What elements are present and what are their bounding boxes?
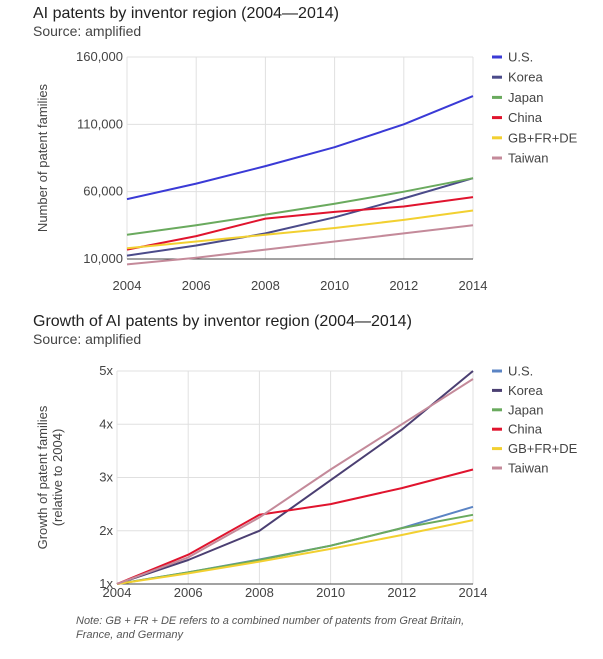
x-axis-ticks: 2004 2006 2008 2010 2012 2014	[103, 585, 488, 600]
y-tick-label: 2x	[99, 523, 113, 538]
y-axis-title-line: (relative to 2004)	[50, 429, 65, 527]
x-tick-label: 2010	[320, 278, 349, 293]
legend: U.S. Korea Japan China GB+FR+DE Taiwan	[492, 364, 578, 476]
x-tick-label: 2012	[387, 585, 416, 600]
series-line	[126, 196, 474, 251]
legend-label: U.S.	[508, 364, 533, 379]
x-tick-label: 2014	[459, 278, 488, 293]
x-tick-label: 2014	[459, 585, 488, 600]
legend-label: Korea	[508, 70, 543, 85]
legend-label: U.S.	[508, 50, 533, 65]
y-axis-title-line: Growth of patent families	[35, 405, 50, 549]
legend-label: Taiwan	[508, 151, 548, 166]
y-tick-label: 10,000	[83, 251, 123, 266]
series-line	[116, 378, 474, 585]
grid	[126, 56, 474, 260]
y-tick-label: 110,000	[77, 116, 123, 131]
series-line	[126, 224, 474, 266]
y-tick-label: 5x	[99, 363, 113, 378]
x-tick-label: 2012	[389, 278, 418, 293]
legend-label: Taiwan	[508, 461, 548, 476]
legend-label: Korea	[508, 383, 543, 398]
y-axis-title: Number of patent families	[35, 83, 50, 232]
x-axis-ticks: 2004 2006 2008 2010 2012 2014	[113, 278, 488, 293]
series-line	[116, 505, 474, 585]
y-tick-label: 1x	[99, 576, 113, 591]
footnote-line-2: France, and Germany	[76, 629, 184, 641]
y-tick-label: 160,000	[76, 49, 123, 64]
y-tick-label: 3x	[99, 470, 113, 485]
y-axis-ticks: 1x 2x 3x 4x 5x	[99, 363, 113, 591]
chart-title: AI patents by inventor region (2004—2014…	[33, 5, 339, 22]
y-tick-label: 60,000	[83, 184, 123, 199]
legend-label: China	[508, 110, 543, 125]
series-lines	[116, 370, 474, 585]
legend-label: Japan	[508, 90, 543, 105]
legend-label: China	[508, 422, 543, 437]
series-lines	[126, 95, 474, 266]
y-axis-title: Growth of patent families (relative to 20…	[35, 405, 65, 549]
chart-title: Growth of AI patents by inventor region …	[33, 313, 412, 330]
x-tick-label: 2006	[174, 585, 203, 600]
y-axis-title-line: Number of patent families	[35, 83, 50, 232]
grid	[116, 370, 474, 585]
chart-subtitle: Source: amplified	[33, 23, 141, 39]
series-line	[116, 519, 474, 585]
legend-label: GB+FR+DE	[508, 130, 578, 145]
series-line	[126, 209, 474, 250]
y-axis-ticks: 10,000 60,000 110,000 160,000	[76, 49, 123, 266]
legend: U.S. Korea Japan China GB+FR+DE Taiwan	[492, 50, 578, 166]
x-tick-label: 2004	[113, 278, 142, 293]
x-tick-label: 2004	[103, 585, 132, 600]
legend-label: Japan	[508, 402, 543, 417]
y-tick-label: 4x	[99, 416, 113, 431]
x-tick-label: 2008	[245, 585, 274, 600]
series-line	[116, 468, 474, 585]
growth-chart: Growth of AI patents by inventor region …	[33, 313, 578, 600]
series-line	[126, 95, 474, 201]
x-tick-label: 2008	[251, 278, 280, 293]
x-tick-label: 2006	[182, 278, 211, 293]
series-line	[116, 370, 474, 585]
x-tick-label: 2010	[316, 585, 345, 600]
footnote-line-1: Note: GB + FR + DE refers to a combined …	[76, 615, 464, 627]
chart-subtitle: Source: amplified	[33, 331, 141, 347]
legend-label: GB+FR+DE	[508, 441, 578, 456]
series-line	[126, 177, 474, 257]
patents-chart: AI patents by inventor region (2004—2014…	[33, 5, 578, 293]
series-line	[116, 513, 474, 585]
series-line	[126, 177, 474, 236]
